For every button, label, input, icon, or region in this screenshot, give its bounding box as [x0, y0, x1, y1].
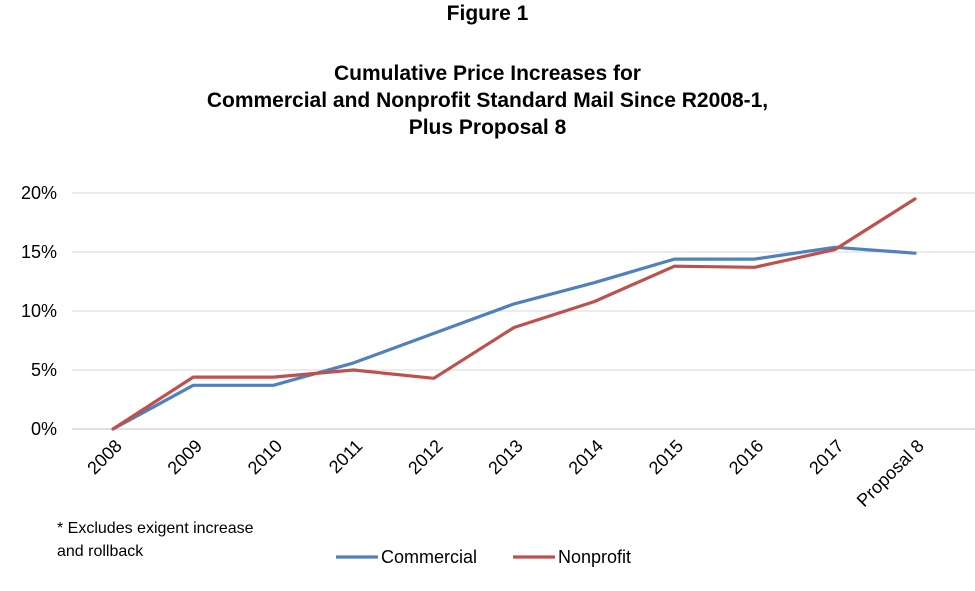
series-line-nonprofit — [111, 197, 917, 431]
x-tick-label: 2014 — [565, 436, 607, 478]
x-tick-label: 2010 — [244, 436, 286, 478]
footnote-line-2: and rollback — [57, 543, 144, 560]
series-line-commercial — [111, 245, 917, 431]
chart-title-line-3: Plus Proposal 8 — [408, 116, 567, 139]
y-tick-label: 20% — [21, 183, 57, 203]
y-tick-label: 15% — [21, 242, 57, 262]
x-tick-label: 2015 — [645, 436, 687, 478]
chart-title-line-2: Commercial and Nonprofit Standard Mail S… — [206, 89, 769, 112]
y-tick-label: 0% — [31, 419, 57, 439]
chart-title: Cumulative Price Increases for Commercia… — [0, 60, 975, 141]
x-tick-label: 2011 — [325, 436, 367, 478]
legend-label-commercial: Commercial — [381, 547, 477, 567]
chart-title-line-1: Cumulative Price Increases for — [334, 62, 641, 85]
y-tick-label: 5% — [31, 360, 57, 380]
footnote-line-1: * Excludes exigent increase — [57, 520, 254, 537]
x-tick-label: 2017 — [805, 436, 847, 478]
figure-label: Figure 1 — [446, 2, 529, 25]
x-tick-label: Proposal 8 — [853, 436, 928, 511]
x-tick-label: 2008 — [83, 436, 125, 478]
x-tick-label: 2009 — [164, 436, 206, 478]
legend-label-nonprofit: Nonprofit — [558, 547, 631, 567]
x-tick-label: 2016 — [725, 436, 767, 478]
y-tick-label: 10% — [21, 301, 57, 321]
x-tick-label: 2013 — [484, 436, 526, 478]
footnote: * Excludes exigent increase and rollback — [57, 517, 254, 563]
x-tick-label: 2012 — [404, 436, 446, 478]
